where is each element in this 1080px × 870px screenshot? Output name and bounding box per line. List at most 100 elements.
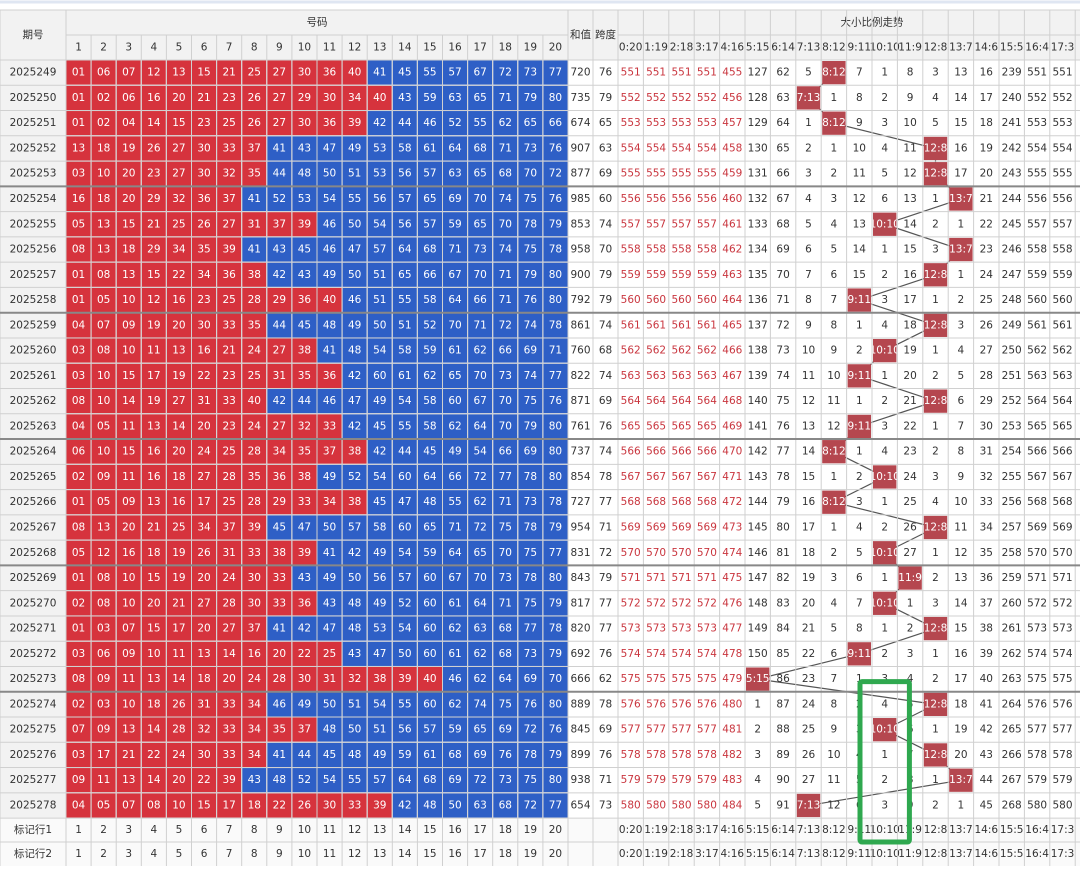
footer-ratio: 0:20 bbox=[619, 848, 643, 860]
miss-count: 569 bbox=[646, 521, 666, 533]
number-cell bbox=[391, 640, 418, 667]
number: 54 bbox=[398, 395, 412, 407]
footer-ratio: 4:16 bbox=[721, 848, 745, 860]
number: 11 bbox=[172, 648, 185, 660]
miss-count: 573 bbox=[646, 623, 666, 635]
issue-id: 2025277 bbox=[10, 774, 57, 786]
number: 28 bbox=[248, 446, 261, 458]
number: 46 bbox=[423, 117, 437, 129]
number-cell bbox=[316, 286, 343, 314]
number: 11 bbox=[122, 471, 135, 483]
number: 57 bbox=[348, 521, 361, 533]
miss-count: 13 bbox=[954, 572, 967, 584]
number: 46 bbox=[273, 698, 287, 710]
number: 08 bbox=[72, 244, 85, 256]
miss-count: 7 bbox=[805, 269, 812, 281]
miss-count: 15 bbox=[853, 269, 866, 281]
hit-cell bbox=[822, 440, 846, 464]
sum-value: 760 bbox=[570, 345, 590, 357]
miss-count: 476 bbox=[722, 597, 742, 609]
number-col-header: 20 bbox=[549, 42, 562, 54]
number: 32 bbox=[197, 724, 210, 736]
miss-count: 572 bbox=[646, 597, 666, 609]
number: 41 bbox=[248, 193, 261, 205]
miss-count: 11 bbox=[954, 521, 967, 533]
miss-count: 33 bbox=[980, 496, 993, 508]
miss-count: 4 bbox=[881, 142, 888, 154]
number: 30 bbox=[323, 92, 336, 104]
footer-number: 5 bbox=[176, 824, 183, 836]
number: 69 bbox=[524, 673, 537, 685]
number: 20 bbox=[147, 597, 160, 609]
number: 62 bbox=[448, 420, 461, 432]
number-cell bbox=[542, 741, 569, 769]
number: 75 bbox=[524, 244, 537, 256]
number: 18 bbox=[248, 799, 261, 811]
miss-count: 41 bbox=[980, 698, 993, 710]
issue-id: 2025278 bbox=[10, 799, 57, 811]
miss-count: 6 bbox=[856, 572, 863, 584]
miss-count: 556 bbox=[1052, 193, 1072, 205]
miss-count: 16 bbox=[802, 496, 816, 508]
hit-cell bbox=[923, 692, 948, 717]
sum-value: 854 bbox=[570, 471, 590, 483]
number: 49 bbox=[348, 319, 361, 331]
miss-count: 557 bbox=[697, 218, 717, 230]
number: 22 bbox=[197, 370, 210, 382]
number: 54 bbox=[373, 698, 387, 710]
number-cell bbox=[391, 388, 418, 415]
miss-count: 251 bbox=[1002, 370, 1022, 382]
miss-count: 1 bbox=[856, 673, 863, 685]
number-cell bbox=[416, 691, 443, 718]
number: 16 bbox=[147, 446, 161, 458]
miss-count: 1 bbox=[881, 749, 888, 761]
number: 45 bbox=[298, 244, 311, 256]
miss-count: 6 bbox=[831, 269, 838, 281]
footer-ratio: 13:7 bbox=[949, 848, 973, 860]
trend-col-header: 11:9 bbox=[898, 42, 922, 54]
sum-value: 871 bbox=[570, 395, 590, 407]
footer-number: 10 bbox=[298, 848, 311, 860]
number: 64 bbox=[473, 597, 487, 609]
number: 62 bbox=[473, 345, 486, 357]
sum-value: 692 bbox=[570, 648, 590, 660]
miss-count: 2 bbox=[932, 218, 939, 230]
number: 62 bbox=[473, 673, 486, 685]
number: 30 bbox=[197, 749, 210, 761]
number: 73 bbox=[524, 142, 537, 154]
miss-count: 38 bbox=[980, 623, 993, 635]
miss-count: 62 bbox=[776, 67, 789, 79]
number: 36 bbox=[273, 471, 287, 483]
miss-count: 5 bbox=[932, 117, 939, 129]
sum-value: 674 bbox=[570, 117, 590, 129]
sum-value: 845 bbox=[570, 724, 590, 736]
miss-count: 570 bbox=[646, 547, 666, 559]
miss-count: 2 bbox=[932, 370, 939, 382]
number: 01 bbox=[72, 269, 85, 281]
miss-count: 470 bbox=[722, 446, 742, 458]
miss-count: 76 bbox=[776, 420, 790, 432]
number: 44 bbox=[398, 117, 412, 129]
miss-count: 241 bbox=[1002, 117, 1022, 129]
miss-count: 559 bbox=[621, 269, 641, 281]
footer-ratio: 2:18 bbox=[670, 824, 694, 836]
number: 69 bbox=[448, 193, 461, 205]
number: 63 bbox=[473, 623, 486, 635]
number-col-header: 7 bbox=[226, 42, 233, 54]
number: 31 bbox=[222, 547, 235, 559]
number: 17 bbox=[222, 799, 235, 811]
sum-value: 853 bbox=[570, 218, 590, 230]
miss-count: 1 bbox=[831, 142, 838, 154]
number-cell bbox=[391, 236, 418, 263]
miss-count: 572 bbox=[671, 597, 691, 609]
miss-count: 25 bbox=[980, 294, 993, 306]
number: 59 bbox=[448, 218, 461, 230]
issue-id: 2025264 bbox=[10, 446, 57, 458]
number: 38 bbox=[298, 471, 311, 483]
miss-count: 75 bbox=[776, 395, 789, 407]
number: 58 bbox=[423, 420, 436, 432]
number: 62 bbox=[423, 370, 436, 382]
miss-count: 90 bbox=[776, 774, 789, 786]
hit-ratio: 11:9 bbox=[898, 572, 922, 584]
